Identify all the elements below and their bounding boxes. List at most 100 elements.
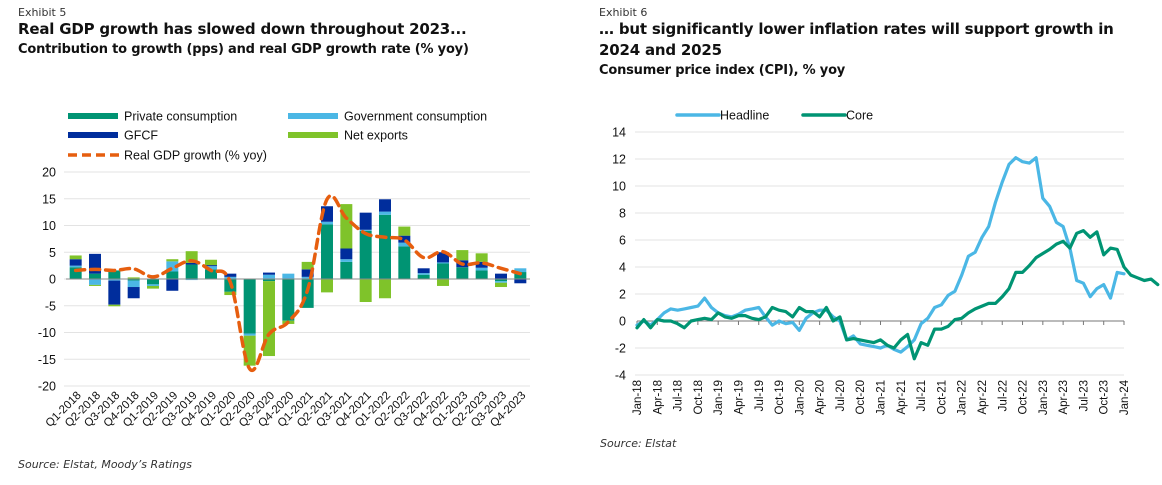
bar-segment-private-consumption [359,230,372,279]
bar-segment-net-exports [301,261,314,270]
bar-stack-q4-2021 [359,212,372,303]
bar-segment-private-consumption [398,246,411,279]
y-tick-label: -5 [45,299,56,313]
bar-segment-government-consumption [205,266,217,270]
bar-stack-q3-2019 [185,251,198,281]
x-tick-label: Jul-18 [673,380,685,411]
bar-segment-net-exports [456,250,469,261]
bar-segment-private-consumption [456,267,469,279]
x-tick-label: Oct-19 [774,380,786,415]
bar-segment-private-consumption [263,279,275,282]
x-tick-label: Apr-21 [896,380,908,415]
legend-label-headline: Headline [720,109,769,123]
bar-segment-government-consumption [359,229,372,231]
bar-chart-bars [69,199,527,366]
bar-segment-private-consumption [514,272,527,279]
bar-segment-private-consumption [321,224,333,279]
bar-chart-x-axis: Q1-2018Q2-2018Q3-2018Q4-2018Q1-2019Q2-20… [44,390,529,430]
bar-segment-gfcf [359,212,372,230]
bar-segment-private-consumption [69,267,82,279]
bar-stack-q1-2018 [69,255,82,279]
x-tick-label: Jan-20 [794,380,806,415]
bar-segment-private-consumption [185,264,198,279]
x-tick-label: Apr-22 [977,380,989,415]
source-note-exhibit-5: Source: Elstat, Moody’s Ratings [18,458,192,471]
bar-segment-private-consumption [166,271,179,279]
bar-segment-government-consumption [321,221,333,225]
chart-subtitle: Contribution to growth (pps) and real GD… [18,42,469,57]
x-tick-label: Jul-23 [1078,380,1090,411]
bar-segment-net-exports [340,204,353,249]
bar-segment-government-consumption [514,268,527,273]
bar-segment-gfcf [166,279,179,291]
legend-item-headline: Headline [675,109,769,123]
bar-segment-gfcf [437,252,449,263]
y-tick-label: 0 [49,273,56,287]
y-tick-label: -10 [38,326,56,340]
bar-segment-government-consumption [89,279,101,285]
bar-segment-gfcf [89,253,101,274]
bar-segment-government-consumption [379,211,391,215]
bar-segment-gfcf [417,268,430,274]
bar-segment-net-exports [398,226,411,236]
bar-segment-gfcf [495,273,507,279]
y-tick-label: 14 [612,126,626,140]
bar-segment-government-consumption [398,242,411,247]
x-tick-label: Jul-19 [754,380,766,411]
bar-segment-net-exports [243,335,256,366]
bar-segment-net-exports [321,279,333,293]
exhibit-6-header: Exhibit 6 … but significantly lower infl… [599,6,1114,80]
line-chart-y-axis: 14 12 10 8 6 4 2 0 -2 -4 [612,126,626,383]
legend-label-core: Core [846,109,873,123]
chart-title-line-2: 2024 and 2025 [599,41,722,59]
source-note-exhibit-6: Source: Elstat [600,437,677,450]
legend-swatch-gfcf [68,132,118,138]
bar-segment-private-consumption [89,273,101,279]
bar-segment-private-consumption [205,269,217,279]
x-tick-label: Apr-19 [733,380,745,415]
bar-segment-gfcf [263,272,275,275]
bar-segment-government-consumption [282,273,295,279]
bar-stack-q4-2018 [127,277,140,299]
bar-segment-gfcf [69,259,82,266]
x-tick-label: Oct-18 [693,380,705,415]
x-tick-label: Oct-21 [936,380,948,415]
bar-segment-private-consumption [127,279,140,281]
bar-segment-government-consumption [166,261,179,272]
y-tick-label: -15 [38,353,56,367]
bar-segment-net-exports [89,284,101,286]
x-tick-label: Oct-23 [1099,380,1111,415]
bar-stack-q4-2022 [437,252,449,286]
bar-chart-y-axis: 20 15 10 5 0 -5 -10 -15 -20 [38,166,56,394]
legend-swatch-net-exports [288,132,338,138]
legend-label-gfcf: GFCF [124,129,158,143]
legend-item-gfcf: GFCF [68,129,158,143]
x-tick-label: Jan-18 [632,380,644,415]
bar-segment-net-exports [108,304,121,307]
legend-swatch-government-consumption [288,113,338,119]
y-tick-label: 2 [619,288,626,302]
bar-segment-government-consumption [108,279,121,281]
bar-segment-net-exports [205,259,217,266]
y-tick-label: 10 [42,219,56,233]
bar-segment-gfcf [321,206,333,222]
bar-chart-gdp-line [73,194,523,373]
x-tick-label: Apr-20 [815,380,827,415]
legend-item-government-consumption: Government consumption [288,110,487,124]
y-tick-label: 6 [619,234,626,248]
legend-label-net-exports: Net exports [344,129,408,143]
exhibit-label: Exhibit 6 [599,6,648,19]
bar-segment-net-exports [166,259,179,262]
bar-stack-q3-2018 [108,270,121,307]
exhibit-label: Exhibit 5 [18,6,67,19]
bar-segment-private-consumption [437,263,449,279]
bar-segment-private-consumption [495,279,507,282]
x-tick-label: Jan-23 [1038,380,1050,415]
y-tick-label: -4 [615,369,626,383]
bar-segment-net-exports [185,251,198,263]
legend-label-real-gdp-growth-yoy: Real GDP growth (% yoy) [124,149,267,163]
bar-stack-q4-2019 [205,259,217,279]
bar-segment-net-exports [379,279,391,299]
bar-segment-government-consumption [147,284,159,286]
y-tick-label: 4 [619,261,626,275]
